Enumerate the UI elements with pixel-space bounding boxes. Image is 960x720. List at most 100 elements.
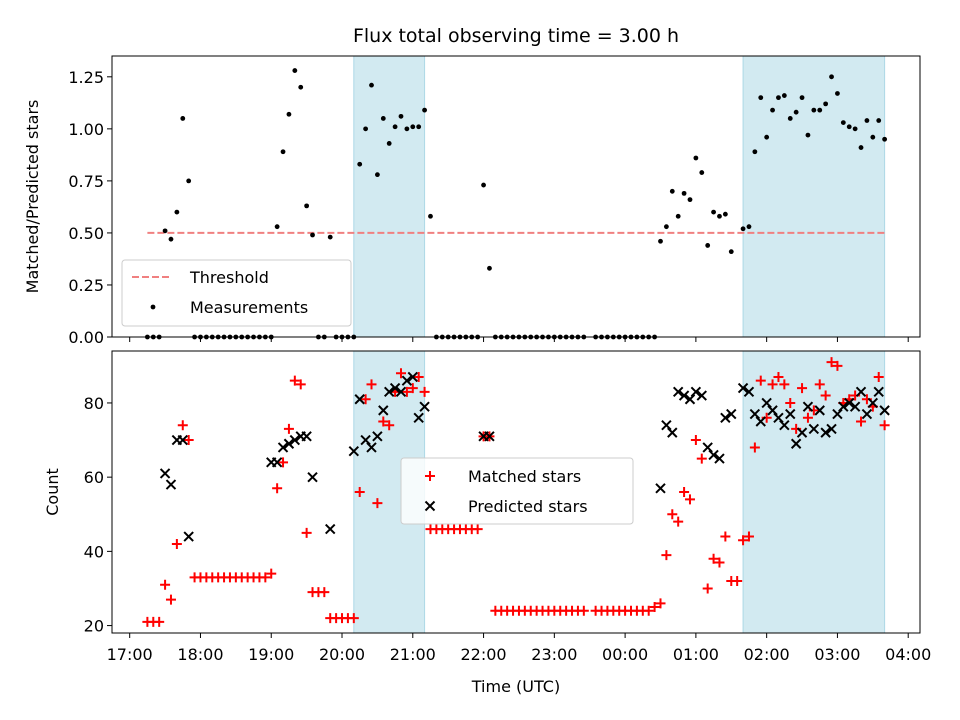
x-tick-label: 20:00 <box>319 645 365 664</box>
x-axis-label: Time (UTC) <box>471 677 560 696</box>
data-point <box>826 357 837 368</box>
data-point <box>835 91 840 96</box>
data-point <box>879 420 890 431</box>
data-point <box>266 568 277 579</box>
data-point <box>372 498 383 509</box>
y-tick-label: 40 <box>84 542 104 561</box>
data-point <box>690 435 701 446</box>
data-point <box>746 224 752 230</box>
data-point <box>661 550 672 561</box>
data-point <box>401 386 412 397</box>
data-point <box>814 405 825 416</box>
data-point <box>177 434 188 446</box>
data-point <box>160 579 171 590</box>
x-tick-label: 01:00 <box>673 645 719 664</box>
data-point <box>183 435 194 446</box>
data-point <box>378 416 389 427</box>
data-point <box>354 394 365 405</box>
data-point <box>708 449 719 461</box>
data-point <box>799 95 805 101</box>
data-point <box>183 531 194 542</box>
data-point <box>673 516 684 527</box>
data-point <box>413 412 424 423</box>
data-point <box>720 412 731 423</box>
data-point <box>684 394 696 405</box>
data-point <box>738 535 749 546</box>
data-point <box>823 101 829 107</box>
data-point <box>696 390 707 401</box>
data-point <box>779 379 790 390</box>
legend-frame <box>121 259 352 327</box>
y-tick-label: 1.00 <box>68 120 104 139</box>
shaded-interval <box>742 55 886 338</box>
data-point <box>280 149 286 155</box>
series-matched-stars <box>142 357 890 627</box>
data-point <box>319 587 330 598</box>
data-point <box>277 442 289 453</box>
x-tick-label: 03:00 <box>814 645 860 664</box>
y-tick-label: 1.25 <box>68 68 104 87</box>
data-point <box>846 124 852 130</box>
data-point <box>873 386 884 398</box>
data-point <box>165 479 177 490</box>
data-point <box>743 386 755 398</box>
data-point <box>357 161 363 167</box>
data-point <box>826 423 837 435</box>
data-point <box>360 434 371 446</box>
data-point <box>274 224 280 230</box>
data-point <box>717 213 722 219</box>
data-point <box>785 408 796 420</box>
x-tick-label: 23:00 <box>531 645 577 664</box>
series-measurements <box>144 68 888 340</box>
x-tick-label: 22:00 <box>461 645 507 664</box>
data-point <box>675 213 681 219</box>
data-point <box>811 107 817 113</box>
y-tick-label: 0.75 <box>68 172 104 191</box>
data-point <box>714 453 725 464</box>
data-point <box>814 379 825 390</box>
data-point <box>663 224 669 230</box>
data-point <box>407 383 418 394</box>
data-point <box>705 243 711 248</box>
y-tick-label: 0.50 <box>68 224 104 243</box>
data-point <box>578 605 589 616</box>
legend: Threshold Measurements <box>121 259 352 327</box>
data-point <box>852 126 858 132</box>
data-point <box>722 211 728 217</box>
data-point <box>702 442 713 453</box>
x-tick-label: 21:00 <box>390 645 436 664</box>
data-point <box>419 386 430 397</box>
data-point <box>363 126 369 132</box>
data-point <box>796 427 808 438</box>
x-tick-label: 18:00 <box>177 645 223 664</box>
data-point <box>787 116 793 121</box>
data-point <box>395 368 406 379</box>
data-point <box>380 116 386 121</box>
data-point <box>752 149 758 155</box>
data-point <box>159 468 171 479</box>
data-point <box>372 431 383 442</box>
legend-matched-label: Matched stars <box>468 467 581 486</box>
data-point <box>667 509 678 520</box>
data-point <box>696 453 707 464</box>
axes-frame <box>111 350 921 634</box>
data-point <box>876 118 882 123</box>
data-point <box>165 594 176 605</box>
data-point <box>767 379 778 390</box>
data-point <box>805 132 811 138</box>
data-point <box>755 375 766 386</box>
data-point <box>726 408 737 420</box>
data-point <box>658 238 663 244</box>
data-point <box>410 124 416 130</box>
data-point <box>481 182 486 188</box>
data-point <box>643 605 654 616</box>
data-point <box>855 386 867 398</box>
data-point <box>398 113 404 119</box>
data-point <box>678 390 690 401</box>
data-point <box>171 538 182 549</box>
data-point <box>369 82 374 88</box>
data-point <box>348 613 359 624</box>
data-point <box>360 394 371 405</box>
data-point <box>882 136 888 142</box>
data-point <box>728 249 734 255</box>
